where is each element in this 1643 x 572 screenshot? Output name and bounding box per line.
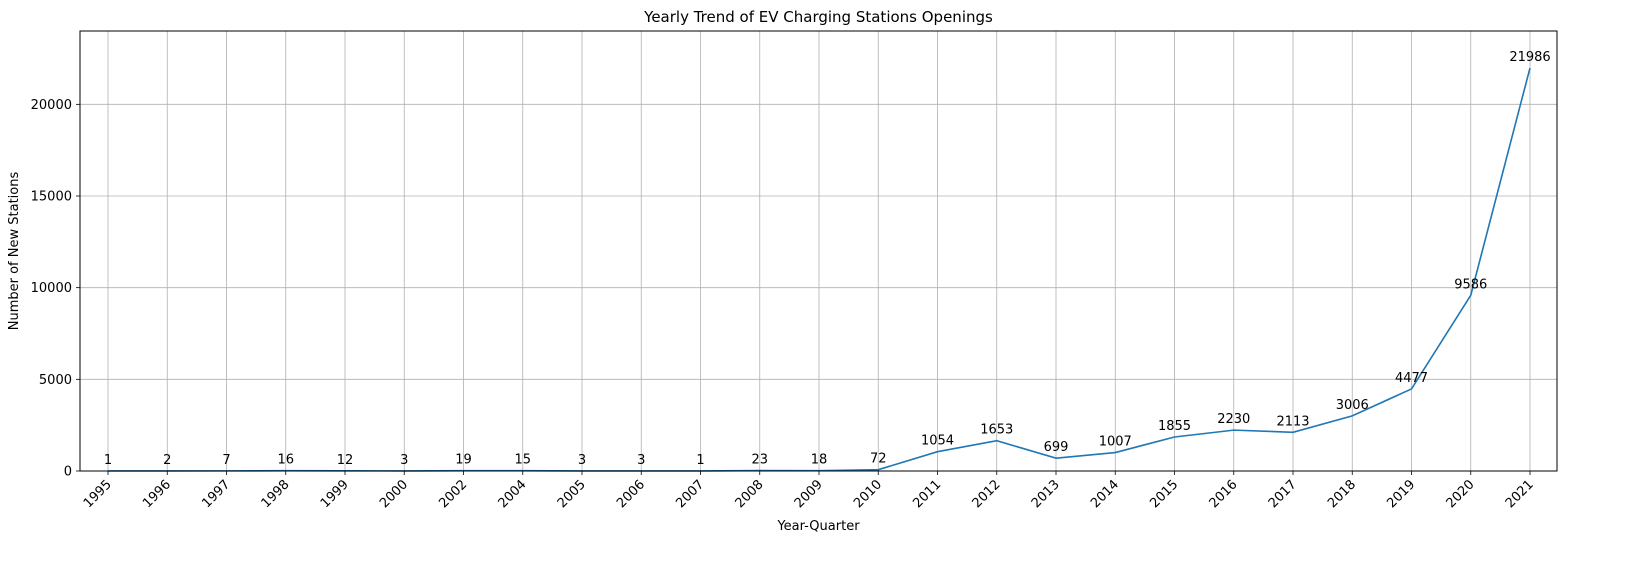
data-label: 7: [222, 453, 230, 468]
data-label: 16: [277, 453, 294, 468]
x-tick-label: 2002: [436, 477, 470, 511]
data-label: 2230: [1217, 412, 1250, 427]
x-axis-label: Year-Quarter: [776, 519, 860, 534]
x-tick-label: 2012: [970, 477, 1004, 511]
x-tick-label: 2020: [1444, 477, 1478, 511]
data-label: 1007: [1099, 435, 1132, 450]
data-label: 15: [514, 453, 531, 468]
data-label: 4477: [1395, 371, 1428, 386]
data-label: 3: [578, 453, 586, 468]
x-tick-label: 2014: [1088, 477, 1122, 511]
x-tick-label: 2013: [1029, 477, 1063, 511]
data-label: 3: [637, 453, 645, 468]
data-label: 3: [400, 453, 408, 468]
x-tick-label: 2007: [673, 477, 707, 511]
x-tick-label: 2011: [910, 477, 944, 511]
x-tick-label: 2000: [377, 477, 411, 511]
data-label: 3006: [1336, 398, 1369, 413]
x-tick-label: 2008: [733, 477, 767, 511]
data-label: 699: [1044, 440, 1069, 455]
data-label: 2: [163, 453, 171, 468]
x-tick-label: 2009: [792, 477, 826, 511]
data-label: 9586: [1454, 277, 1487, 292]
data-label: 23: [751, 453, 768, 468]
chart-title: Yearly Trend of EV Charging Stations Ope…: [643, 8, 993, 26]
x-tick-label: 2004: [496, 477, 530, 511]
data-label: 19: [455, 453, 472, 468]
data-label: 18: [811, 453, 828, 468]
y-axis-ticks: 0 5000 10000 15000 20000: [31, 98, 80, 480]
x-tick-label: 2015: [1147, 477, 1181, 511]
x-tick-label: 2019: [1384, 477, 1418, 511]
x-tick-label: 2016: [1207, 477, 1241, 511]
y-tick-label: 5000: [39, 373, 72, 388]
y-axis-label: Number of New Stations: [7, 172, 22, 331]
x-tick-label: 1995: [81, 477, 115, 511]
x-tick-label: 1997: [199, 477, 233, 511]
x-tick-label: 1996: [140, 477, 174, 511]
x-tick-label: 2006: [614, 477, 648, 511]
y-tick-label: 15000: [31, 190, 72, 205]
x-axis-ticks: 1995 1996 1997 1998 1999 2000 2002 2004 2005 2006…: [81, 471, 1537, 511]
data-label: 1855: [1158, 419, 1191, 434]
x-tick-label: 2010: [851, 477, 885, 511]
data-label: 21986: [1509, 50, 1550, 65]
y-tick-label: 20000: [31, 98, 72, 113]
x-tick-label: 2005: [555, 477, 589, 511]
data-label: 1054: [921, 434, 954, 449]
x-tick-label: 2018: [1325, 477, 1359, 511]
y-tick-label: 0: [64, 465, 72, 480]
x-tick-label: 2017: [1266, 477, 1300, 511]
data-label: 12: [337, 453, 354, 468]
data-label: 1: [104, 453, 112, 468]
x-tick-label: 2021: [1503, 477, 1537, 511]
x-tick-label: 1998: [259, 477, 293, 511]
data-label: 1: [696, 453, 704, 468]
data-label: 2113: [1276, 414, 1309, 429]
data-label: 72: [870, 452, 887, 467]
data-label: 1653: [980, 423, 1013, 438]
x-tick-label: 1999: [318, 477, 352, 511]
y-tick-label: 10000: [31, 281, 72, 296]
